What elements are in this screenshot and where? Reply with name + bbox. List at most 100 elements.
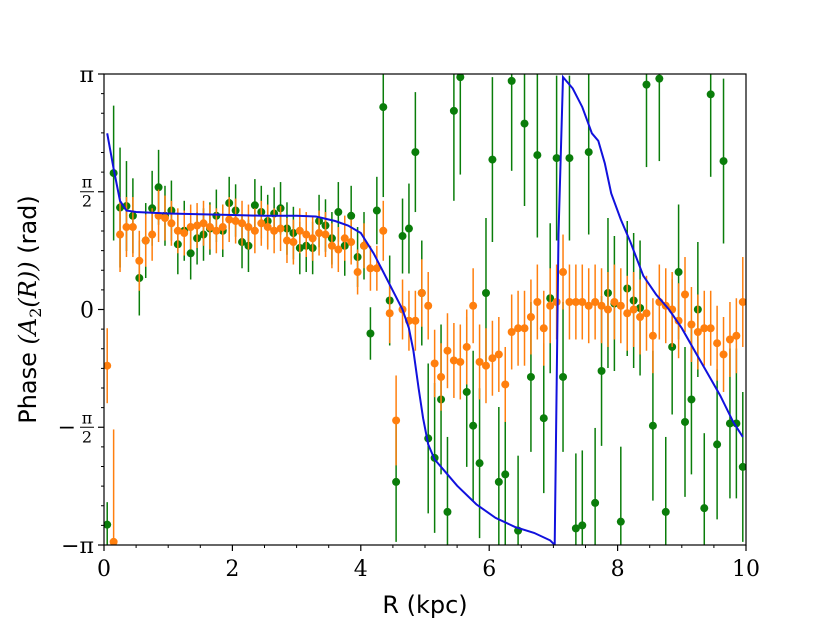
orange-point bbox=[616, 301, 625, 310]
green-point bbox=[713, 440, 722, 449]
orange-point bbox=[366, 264, 375, 273]
orange-point bbox=[327, 241, 336, 250]
orange-point bbox=[449, 356, 458, 365]
orange-point bbox=[347, 238, 356, 247]
orange-point bbox=[610, 298, 619, 307]
plot-area bbox=[104, 74, 746, 545]
orange-point bbox=[199, 219, 208, 228]
orange-point bbox=[276, 224, 285, 233]
orange-point bbox=[186, 223, 195, 232]
orange-point bbox=[212, 226, 221, 235]
orange-point bbox=[546, 301, 555, 310]
green-point bbox=[104, 520, 112, 529]
green-point bbox=[738, 462, 746, 471]
orange-point bbox=[340, 234, 349, 243]
series-orange bbox=[104, 189, 746, 545]
y-tick-label: − π2 bbox=[58, 408, 94, 446]
green-point bbox=[443, 507, 452, 516]
green-point bbox=[597, 366, 606, 375]
orange-point bbox=[116, 230, 125, 239]
green-point bbox=[706, 90, 715, 99]
orange-point bbox=[738, 298, 746, 307]
orange-point bbox=[481, 361, 490, 370]
orange-point bbox=[520, 324, 529, 333]
green-point bbox=[449, 106, 458, 115]
green-point bbox=[616, 517, 625, 526]
x-tick-label: 0 bbox=[97, 557, 111, 582]
orange-point bbox=[475, 357, 484, 366]
orange-point bbox=[128, 223, 137, 232]
orange-point bbox=[603, 305, 612, 314]
y-tick-sign: − bbox=[58, 415, 76, 440]
orange-point bbox=[713, 339, 722, 348]
x-axis-label: R (kpc) bbox=[382, 591, 467, 619]
green-point bbox=[687, 395, 696, 404]
x-tick-label: 4 bbox=[354, 557, 368, 582]
orange-point bbox=[501, 380, 510, 389]
orange-point bbox=[173, 226, 182, 235]
orange-point bbox=[321, 230, 330, 239]
orange-point bbox=[225, 215, 234, 224]
orange-point bbox=[417, 289, 426, 298]
x-tick-label: 10 bbox=[732, 557, 760, 582]
orange-point bbox=[353, 268, 362, 277]
orange-point bbox=[629, 305, 638, 314]
orange-point bbox=[160, 214, 169, 223]
orange-point bbox=[494, 350, 503, 359]
y-axis-label-prefix: Phase bbox=[14, 344, 42, 423]
green-point bbox=[674, 268, 683, 277]
orange-point bbox=[379, 226, 388, 235]
y-axis-label-suffix: (rad) bbox=[14, 195, 42, 254]
orange-point bbox=[706, 324, 715, 333]
orange-point bbox=[719, 350, 728, 359]
y-tick-numerator: π bbox=[82, 408, 93, 427]
plot-marks bbox=[104, 74, 746, 545]
green-point bbox=[494, 477, 503, 486]
y-tick-numerator: π bbox=[82, 173, 93, 192]
green-point bbox=[456, 74, 465, 82]
y-axis-label-math: (A bbox=[14, 318, 42, 345]
orange-point bbox=[437, 372, 446, 381]
orange-point bbox=[295, 226, 304, 235]
orange-point bbox=[571, 298, 580, 307]
green-point bbox=[552, 154, 561, 163]
orange-point bbox=[591, 298, 600, 307]
orange-point bbox=[315, 229, 324, 238]
orange-point bbox=[308, 234, 317, 243]
orange-point bbox=[104, 361, 112, 370]
orange-point bbox=[372, 264, 381, 273]
green-point bbox=[565, 154, 574, 163]
orange-point bbox=[526, 312, 535, 321]
y-axis-label-sub: 2 bbox=[26, 308, 45, 318]
orange-point bbox=[205, 223, 214, 232]
green-point bbox=[719, 157, 728, 166]
orange-point bbox=[180, 229, 189, 238]
y-tick-denominator: 2 bbox=[82, 192, 92, 211]
green-point bbox=[488, 155, 497, 164]
green-point bbox=[661, 507, 670, 516]
green-point bbox=[520, 119, 529, 128]
green-point bbox=[462, 387, 471, 396]
y-axis-label: Phase (A2(R)) (rad) bbox=[14, 195, 45, 424]
orange-point bbox=[250, 226, 259, 235]
orange-point bbox=[141, 236, 150, 245]
orange-point bbox=[533, 298, 542, 307]
green-point bbox=[469, 421, 478, 430]
green-point bbox=[334, 208, 343, 217]
orange-point bbox=[238, 219, 247, 228]
orange-point bbox=[725, 335, 734, 344]
orange-point bbox=[578, 298, 587, 307]
orange-point bbox=[514, 324, 523, 333]
green-point bbox=[533, 151, 542, 160]
orange-point bbox=[700, 324, 709, 333]
y-tick-denominator: 2 bbox=[82, 427, 92, 446]
y-axis-label-math-end: (R)) bbox=[14, 254, 42, 308]
orange-point bbox=[231, 217, 240, 226]
green-point bbox=[571, 524, 580, 533]
series-green bbox=[104, 74, 746, 545]
orange-point bbox=[597, 301, 606, 310]
orange-point bbox=[456, 357, 465, 366]
orange-point bbox=[289, 238, 298, 247]
